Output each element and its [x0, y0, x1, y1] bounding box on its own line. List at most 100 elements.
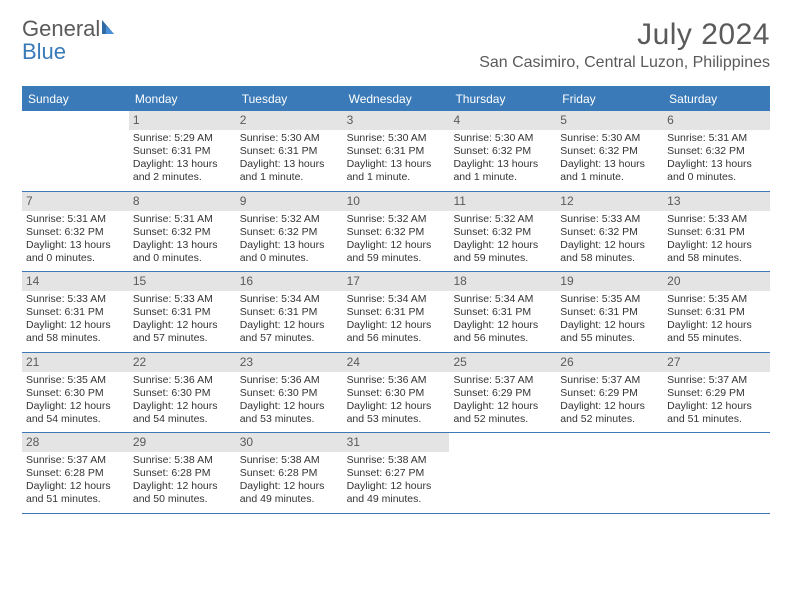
- sunrise-line: Sunrise: 5:35 AM: [26, 374, 125, 387]
- day-cell: 26Sunrise: 5:37 AMSunset: 6:29 PMDayligh…: [556, 353, 663, 433]
- day-number: 24: [343, 353, 450, 372]
- daylight-line: Daylight: 12 hours and 55 minutes.: [560, 319, 659, 345]
- day-number: 23: [236, 353, 343, 372]
- daylight-line: Daylight: 13 hours and 0 minutes.: [240, 239, 339, 265]
- sunset-line: Sunset: 6:31 PM: [453, 306, 552, 319]
- dayhead-fri: Friday: [556, 88, 663, 111]
- daylight-line: Daylight: 12 hours and 55 minutes.: [667, 319, 766, 345]
- week-row: 21Sunrise: 5:35 AMSunset: 6:30 PMDayligh…: [22, 353, 770, 434]
- daylight-line: Daylight: 13 hours and 0 minutes.: [667, 158, 766, 184]
- sunrise-line: Sunrise: 5:37 AM: [26, 454, 125, 467]
- sunrise-line: Sunrise: 5:33 AM: [133, 293, 232, 306]
- day-cell: 14Sunrise: 5:33 AMSunset: 6:31 PMDayligh…: [22, 272, 129, 352]
- logo: General Blue: [22, 18, 120, 64]
- day-number: 6: [663, 111, 770, 130]
- sunset-line: Sunset: 6:30 PM: [133, 387, 232, 400]
- daylight-line: Daylight: 13 hours and 2 minutes.: [133, 158, 232, 184]
- daylight-line: Daylight: 13 hours and 1 minute.: [347, 158, 446, 184]
- logo-word2: Blue: [22, 39, 66, 64]
- day-cell: 5Sunrise: 5:30 AMSunset: 6:32 PMDaylight…: [556, 111, 663, 191]
- daylight-line: Daylight: 12 hours and 54 minutes.: [26, 400, 125, 426]
- day-number: 14: [22, 272, 129, 291]
- sunrise-line: Sunrise: 5:38 AM: [347, 454, 446, 467]
- sunrise-line: Sunrise: 5:35 AM: [560, 293, 659, 306]
- day-cell: 17Sunrise: 5:34 AMSunset: 6:31 PMDayligh…: [343, 272, 450, 352]
- sunset-line: Sunset: 6:28 PM: [240, 467, 339, 480]
- sunrise-line: Sunrise: 5:31 AM: [667, 132, 766, 145]
- sail-icon: [100, 18, 120, 41]
- month-title: July 2024: [479, 18, 770, 52]
- sunrise-line: Sunrise: 5:33 AM: [26, 293, 125, 306]
- sunrise-line: Sunrise: 5:36 AM: [347, 374, 446, 387]
- day-cell: 10Sunrise: 5:32 AMSunset: 6:32 PMDayligh…: [343, 192, 450, 272]
- day-cell: 19Sunrise: 5:35 AMSunset: 6:31 PMDayligh…: [556, 272, 663, 352]
- day-cell: 23Sunrise: 5:36 AMSunset: 6:30 PMDayligh…: [236, 353, 343, 433]
- sunset-line: Sunset: 6:28 PM: [133, 467, 232, 480]
- day-number: 28: [22, 433, 129, 452]
- sunset-line: Sunset: 6:30 PM: [240, 387, 339, 400]
- day-cell: [663, 433, 770, 513]
- sunset-line: Sunset: 6:31 PM: [347, 306, 446, 319]
- daylight-line: Daylight: 12 hours and 56 minutes.: [453, 319, 552, 345]
- day-cell: 20Sunrise: 5:35 AMSunset: 6:31 PMDayligh…: [663, 272, 770, 352]
- sunset-line: Sunset: 6:31 PM: [560, 306, 659, 319]
- logo-word1: General: [22, 16, 100, 41]
- sunrise-line: Sunrise: 5:29 AM: [133, 132, 232, 145]
- sunrise-line: Sunrise: 5:30 AM: [347, 132, 446, 145]
- dayhead-sat: Saturday: [663, 88, 770, 111]
- daylight-line: Daylight: 13 hours and 0 minutes.: [133, 239, 232, 265]
- sunrise-line: Sunrise: 5:34 AM: [347, 293, 446, 306]
- sunset-line: Sunset: 6:31 PM: [347, 145, 446, 158]
- daylight-line: Daylight: 12 hours and 53 minutes.: [347, 400, 446, 426]
- day-number: 4: [449, 111, 556, 130]
- sunrise-line: Sunrise: 5:36 AM: [133, 374, 232, 387]
- sunrise-line: Sunrise: 5:38 AM: [240, 454, 339, 467]
- daylight-line: Daylight: 12 hours and 57 minutes.: [240, 319, 339, 345]
- week-row: 1Sunrise: 5:29 AMSunset: 6:31 PMDaylight…: [22, 111, 770, 192]
- daylight-line: Daylight: 12 hours and 52 minutes.: [453, 400, 552, 426]
- daylight-line: Daylight: 12 hours and 53 minutes.: [240, 400, 339, 426]
- sunset-line: Sunset: 6:29 PM: [453, 387, 552, 400]
- sunset-line: Sunset: 6:30 PM: [26, 387, 125, 400]
- day-number: 30: [236, 433, 343, 452]
- day-number: 25: [449, 353, 556, 372]
- day-number: 7: [22, 192, 129, 211]
- day-cell: [556, 433, 663, 513]
- day-cell: 15Sunrise: 5:33 AMSunset: 6:31 PMDayligh…: [129, 272, 236, 352]
- sunset-line: Sunset: 6:31 PM: [240, 145, 339, 158]
- sunset-line: Sunset: 6:32 PM: [560, 145, 659, 158]
- sunset-line: Sunset: 6:31 PM: [667, 306, 766, 319]
- day-number: 21: [22, 353, 129, 372]
- day-number: 29: [129, 433, 236, 452]
- sunrise-line: Sunrise: 5:33 AM: [667, 213, 766, 226]
- day-cell: 29Sunrise: 5:38 AMSunset: 6:28 PMDayligh…: [129, 433, 236, 513]
- sunset-line: Sunset: 6:31 PM: [133, 145, 232, 158]
- week-row: 7Sunrise: 5:31 AMSunset: 6:32 PMDaylight…: [22, 192, 770, 273]
- daylight-line: Daylight: 12 hours and 49 minutes.: [240, 480, 339, 506]
- daylight-line: Daylight: 12 hours and 58 minutes.: [560, 239, 659, 265]
- sunset-line: Sunset: 6:30 PM: [347, 387, 446, 400]
- daylight-line: Daylight: 12 hours and 56 minutes.: [347, 319, 446, 345]
- sunset-line: Sunset: 6:32 PM: [560, 226, 659, 239]
- day-cell: 31Sunrise: 5:38 AMSunset: 6:27 PMDayligh…: [343, 433, 450, 513]
- day-cell: 6 Sunrise: 5:31 AMSunset: 6:32 PMDaylight…: [663, 111, 770, 191]
- day-cell: 16Sunrise: 5:34 AMSunset: 6:31 PMDayligh…: [236, 272, 343, 352]
- sunrise-line: Sunrise: 5:34 AM: [240, 293, 339, 306]
- day-cell: 22Sunrise: 5:36 AMSunset: 6:30 PMDayligh…: [129, 353, 236, 433]
- sunrise-line: Sunrise: 5:38 AM: [133, 454, 232, 467]
- sunrise-line: Sunrise: 5:37 AM: [667, 374, 766, 387]
- day-number: 20: [663, 272, 770, 291]
- sunrise-line: Sunrise: 5:37 AM: [453, 374, 552, 387]
- day-cell: 21 Sunrise: 5:35 AMSunset: 6:30 PMDayligh…: [22, 353, 129, 433]
- day-number: 5: [556, 111, 663, 130]
- calendar: Sunday Monday Tuesday Wednesday Thursday…: [22, 86, 770, 514]
- daylight-line: Daylight: 12 hours and 51 minutes.: [26, 480, 125, 506]
- week-row: 28Sunrise: 5:37 AMSunset: 6:28 PMDayligh…: [22, 433, 770, 514]
- sunrise-line: Sunrise: 5:37 AM: [560, 374, 659, 387]
- dayhead-tue: Tuesday: [236, 88, 343, 111]
- sunset-line: Sunset: 6:32 PM: [667, 145, 766, 158]
- sunrise-line: Sunrise: 5:31 AM: [26, 213, 125, 226]
- daylight-line: Daylight: 12 hours and 57 minutes.: [133, 319, 232, 345]
- daylight-line: Daylight: 12 hours and 59 minutes.: [453, 239, 552, 265]
- sunrise-line: Sunrise: 5:30 AM: [240, 132, 339, 145]
